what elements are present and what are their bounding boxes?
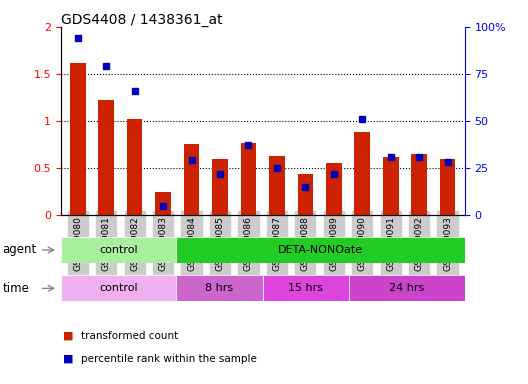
Bar	[349, 275, 465, 301]
Bar	[127, 119, 143, 215]
Bar	[433, 27, 462, 215]
Text: GDS4408 / 1438361_at: GDS4408 / 1438361_at	[61, 13, 222, 27]
Bar	[61, 275, 176, 301]
Bar	[354, 132, 370, 215]
Text: DETA-NONOate: DETA-NONOate	[278, 245, 363, 255]
Bar	[405, 27, 433, 215]
Bar	[376, 27, 405, 215]
Bar	[383, 157, 399, 215]
Bar	[262, 27, 291, 215]
Bar	[176, 275, 262, 301]
Bar	[98, 100, 114, 215]
Bar	[297, 174, 313, 215]
Text: transformed count: transformed count	[81, 331, 178, 341]
Bar	[92, 27, 120, 215]
Bar	[120, 27, 149, 215]
Text: ■: ■	[63, 331, 74, 341]
Text: 24 hrs: 24 hrs	[389, 283, 425, 293]
Bar	[70, 63, 86, 215]
Text: percentile rank within the sample: percentile rank within the sample	[81, 354, 257, 364]
Bar	[177, 27, 206, 215]
Bar	[176, 237, 465, 263]
Bar	[63, 27, 92, 215]
Text: agent: agent	[3, 243, 37, 257]
Bar	[241, 142, 256, 215]
Text: time: time	[3, 282, 30, 295]
Bar	[291, 27, 319, 215]
Bar	[155, 192, 171, 215]
Text: 8 hrs: 8 hrs	[205, 283, 233, 293]
Bar	[263, 275, 349, 301]
Bar	[61, 237, 176, 263]
Text: 15 hrs: 15 hrs	[288, 283, 324, 293]
Bar	[184, 144, 200, 215]
Text: control: control	[99, 283, 138, 293]
Bar	[440, 159, 455, 215]
Bar	[234, 27, 262, 215]
Bar	[206, 27, 234, 215]
Bar	[326, 163, 342, 215]
Text: ■: ■	[63, 354, 74, 364]
Bar	[411, 154, 427, 215]
Bar	[269, 156, 285, 215]
Bar	[149, 27, 177, 215]
Bar	[348, 27, 376, 215]
Text: control: control	[99, 245, 138, 255]
Bar	[319, 27, 348, 215]
Bar	[212, 159, 228, 215]
